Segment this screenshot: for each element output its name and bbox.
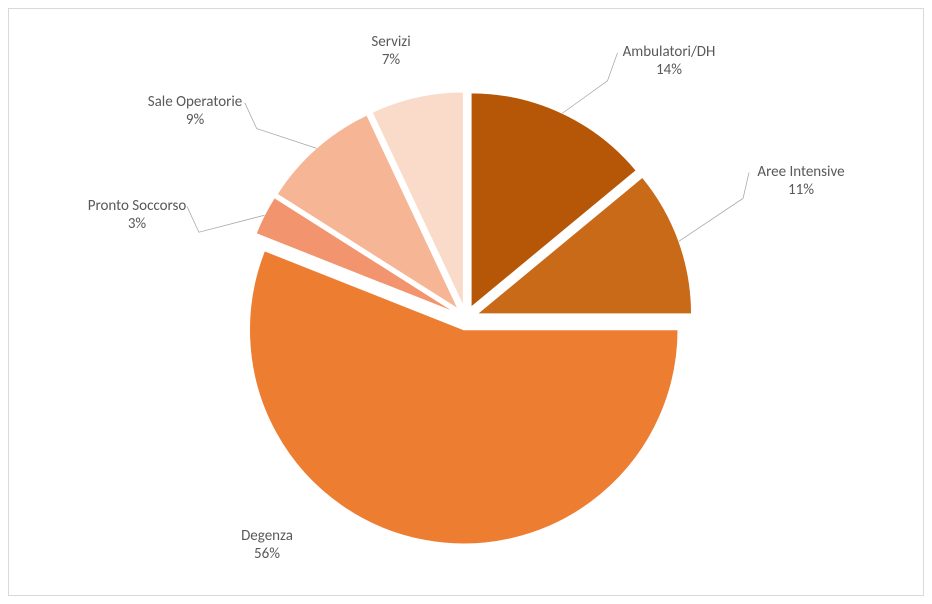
slice-label-name: Servizi [371, 33, 410, 51]
slice-label: Degenza56% [241, 527, 293, 563]
slice-label: Pronto Soccorso3% [88, 197, 187, 233]
slice-label: Servizi7% [371, 33, 410, 69]
slice-label-percent: 14% [623, 61, 716, 79]
slice-label: Sale Operatorie9% [148, 93, 243, 129]
slice-label-percent: 11% [757, 181, 844, 199]
slice-label-percent: 56% [241, 545, 293, 563]
slice-label-name: Ambulatori/DH [623, 43, 716, 61]
slice-label-percent: 7% [371, 51, 410, 69]
slice-label-name: Sale Operatorie [148, 93, 243, 111]
slice-label-percent: 9% [148, 111, 243, 129]
slice-label-name: Aree Intensive [757, 163, 844, 181]
slice-label-percent: 3% [88, 215, 187, 233]
leader-line [187, 206, 264, 232]
leader-line [245, 103, 317, 149]
slice-label: Ambulatori/DH14% [623, 43, 716, 79]
slice-label: Aree Intensive11% [757, 163, 844, 199]
slice-label-name: Degenza [241, 527, 293, 545]
pie-svg [9, 9, 923, 595]
slice-label-name: Pronto Soccorso [88, 197, 187, 215]
leader-line [679, 172, 749, 241]
chart-frame: Ambulatori/DH14% Aree Intensive11% Degenza… [8, 8, 924, 596]
pie-chart: Ambulatori/DH14% Aree Intensive11% Degenza… [9, 9, 923, 595]
leader-line [562, 53, 617, 113]
